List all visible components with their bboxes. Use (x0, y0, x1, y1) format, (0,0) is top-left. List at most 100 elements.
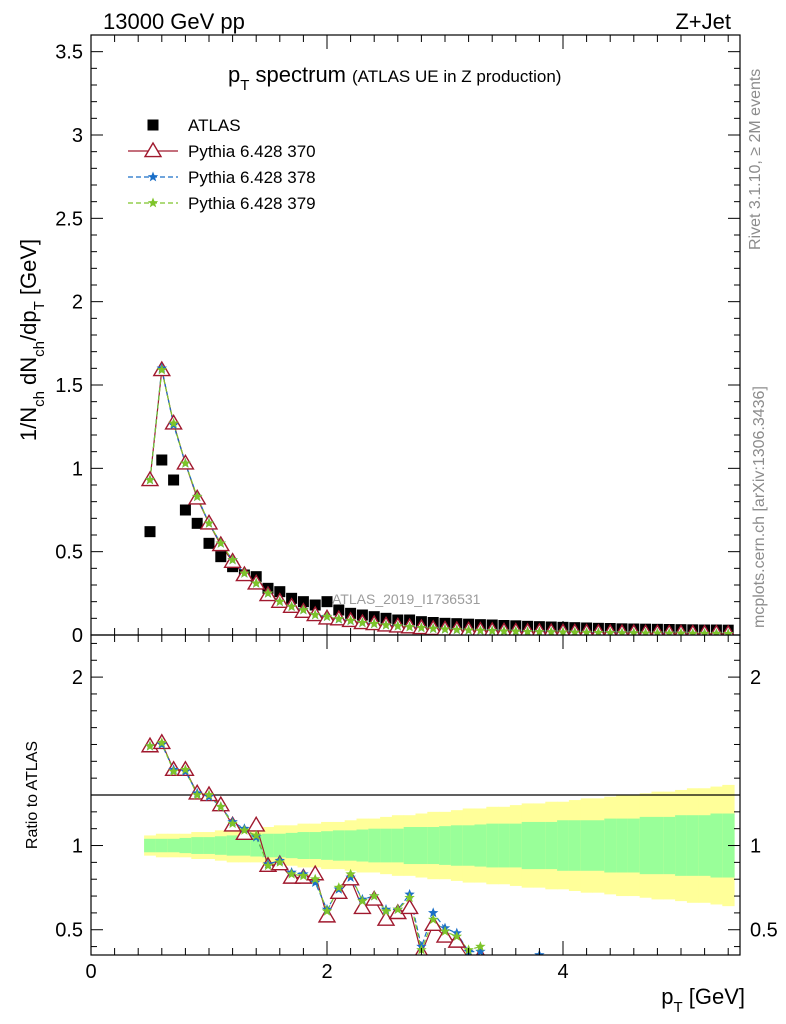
x-tick-label: 2 (321, 961, 332, 983)
pythia-6-428-379-point (652, 627, 663, 635)
pythia-6-428-370-ratio-point (353, 898, 372, 915)
pythia-6-428-379-point (675, 628, 687, 635)
pythia-6-428-379-point (380, 619, 392, 630)
pythia-6-428-379-point (522, 626, 533, 635)
uncertainty-band-inner (368, 828, 381, 863)
uncertainty-band-inner (238, 835, 251, 856)
uncertainty-band-inner (533, 821, 546, 870)
pythia-6-428-379-ratio-point (369, 890, 380, 901)
pythia-6-428-379-point (369, 618, 380, 629)
pythia-6-428-379-point (475, 625, 486, 635)
y-tick-label: 0.5 (55, 542, 83, 564)
y-tick-label: 2 (72, 292, 83, 314)
atlas-point (144, 526, 156, 538)
uncertainty-band-inner (415, 827, 428, 865)
atlas-point (168, 474, 180, 486)
uncertainty-band-inner (356, 829, 369, 862)
uncertainty-band-inner (616, 818, 629, 873)
uncertainty-band-inner (155, 838, 169, 853)
uncertainty-band-inner (592, 820, 605, 871)
atlas-point (309, 599, 321, 611)
plot-title: pT​ spectrum(ATLAS UE in Z production) (228, 62, 561, 94)
uncertainty-band-inner (604, 818, 617, 873)
pythia-6-428-370-ratio-point (246, 815, 266, 832)
ratio-y-axis-label: Ratio to ATLAS (24, 741, 41, 849)
x-tick-label: 0 (85, 961, 96, 983)
pythia-6-428-379-ratio-point (274, 856, 285, 867)
y-tick-label: 3.5 (55, 42, 83, 64)
pythia-6-428-379-ratio-point (333, 882, 344, 893)
pythia-6-428-379-point (699, 628, 710, 635)
atlas-point (156, 454, 168, 466)
legend-marker-pythia-6-428-370 (143, 141, 163, 158)
pythia-6-428-379-ratio-point (404, 892, 415, 903)
pythia-6-428-379-point (463, 624, 474, 635)
uncertainty-band-inner (568, 820, 582, 871)
pythia-6-428-379-point (203, 517, 215, 528)
pythia-6-428-379-point (687, 628, 698, 635)
pythia-6-428-379-point (416, 622, 427, 633)
pythia-6-428-379-ratio-point (215, 801, 226, 812)
uncertainty-band-inner (391, 828, 405, 863)
spectrum-y-axis-label: 1/Nch​ dNch​/dpT​ [GeV] (16, 239, 48, 441)
analysis-watermark: ATLAS_2019_I1736531 (332, 591, 481, 607)
atlas-point (297, 596, 309, 608)
pythia-6-428-379-point (628, 627, 639, 635)
pythia-6-428-379-point (298, 604, 309, 615)
pythia-6-428-379-point (286, 601, 297, 612)
pythia-6-428-379-point (144, 474, 156, 485)
pythia-6-428-379-point (640, 627, 651, 635)
pythia-6-428-370-ratio-point (447, 932, 467, 948)
legend-marker-pythia-6-428-379 (147, 197, 159, 208)
pythia-6-428-379-ratio-point (298, 870, 309, 881)
uncertainty-band-inner (321, 831, 334, 860)
pythia-6-428-379-ratio-point (286, 868, 297, 879)
uncertainty-band-inner (698, 815, 711, 876)
pythia-6-428-379-point (664, 628, 675, 635)
y-tick-label: 1.5 (55, 375, 83, 397)
ratio-y-tick-label-left: 0.5 (55, 920, 83, 942)
uncertainty-band-inner (380, 828, 393, 863)
pythia-6-428-379-point (262, 587, 274, 598)
pythia-6-428-379-ratio-point (262, 860, 274, 871)
pythia-6-428-379-point (723, 628, 734, 635)
pythia-6-428-379-point (192, 491, 203, 502)
uncertainty-band-inner (686, 815, 700, 876)
pythia-6-428-379-point (605, 627, 616, 635)
uncertainty-band-inner (557, 820, 570, 871)
atlas-point (274, 586, 286, 598)
pythia-6-428-379-point (404, 621, 415, 632)
pythia-6-428-379-ratio-point (203, 789, 215, 800)
atlas-point (191, 517, 203, 529)
pythia-6-428-379-ratio-point (192, 789, 203, 800)
pythia-6-428-379-ratio-point (227, 818, 238, 829)
ratio-y-tick-label-left: 1 (72, 836, 83, 858)
atlas-point (215, 551, 227, 563)
pythia-6-428-378-ratio-point (428, 907, 439, 918)
y-tick-label: 3 (72, 125, 83, 147)
uncertainty-band-inner (273, 833, 287, 858)
pythia-6-428-379-point (439, 623, 451, 634)
header-left: 13000 GeV pp (103, 9, 245, 34)
pythia-6-428-379-point (321, 611, 333, 622)
pythia-6-428-379-point (333, 613, 344, 624)
uncertainty-band-inner (203, 837, 216, 854)
legend-label-pythia-6-428-378: Pythia 6.428 378 (188, 168, 316, 187)
pythia-6-428-379-ratio-point (156, 737, 167, 748)
x-axis-label: pT​ [GeV] (661, 984, 745, 1016)
pythia-6-428-379-point (593, 627, 604, 635)
mcplots-note: mcplots.cern.ch [arXiv:1306.3436] (751, 386, 768, 628)
pythia-6-428-379-point (168, 417, 179, 428)
pythia-6-428-379-ratio-point (380, 905, 392, 916)
pythia-6-428-379-point (487, 625, 498, 635)
pythia-6-428-379-ratio-point (168, 765, 179, 776)
pythia-6-428-379-ratio-point (392, 904, 403, 914)
pythia-6-428-379-point (215, 537, 226, 548)
pythia-6-428-379-point (357, 617, 368, 628)
uncertainty-band-inner (663, 816, 676, 875)
pythia-6-428-379-point (581, 627, 592, 635)
pythia-6-428-379-point (345, 615, 356, 626)
pythia-6-428-379-ratio-point (239, 824, 250, 835)
pythia-6-428-379-ratio-point (451, 931, 462, 941)
